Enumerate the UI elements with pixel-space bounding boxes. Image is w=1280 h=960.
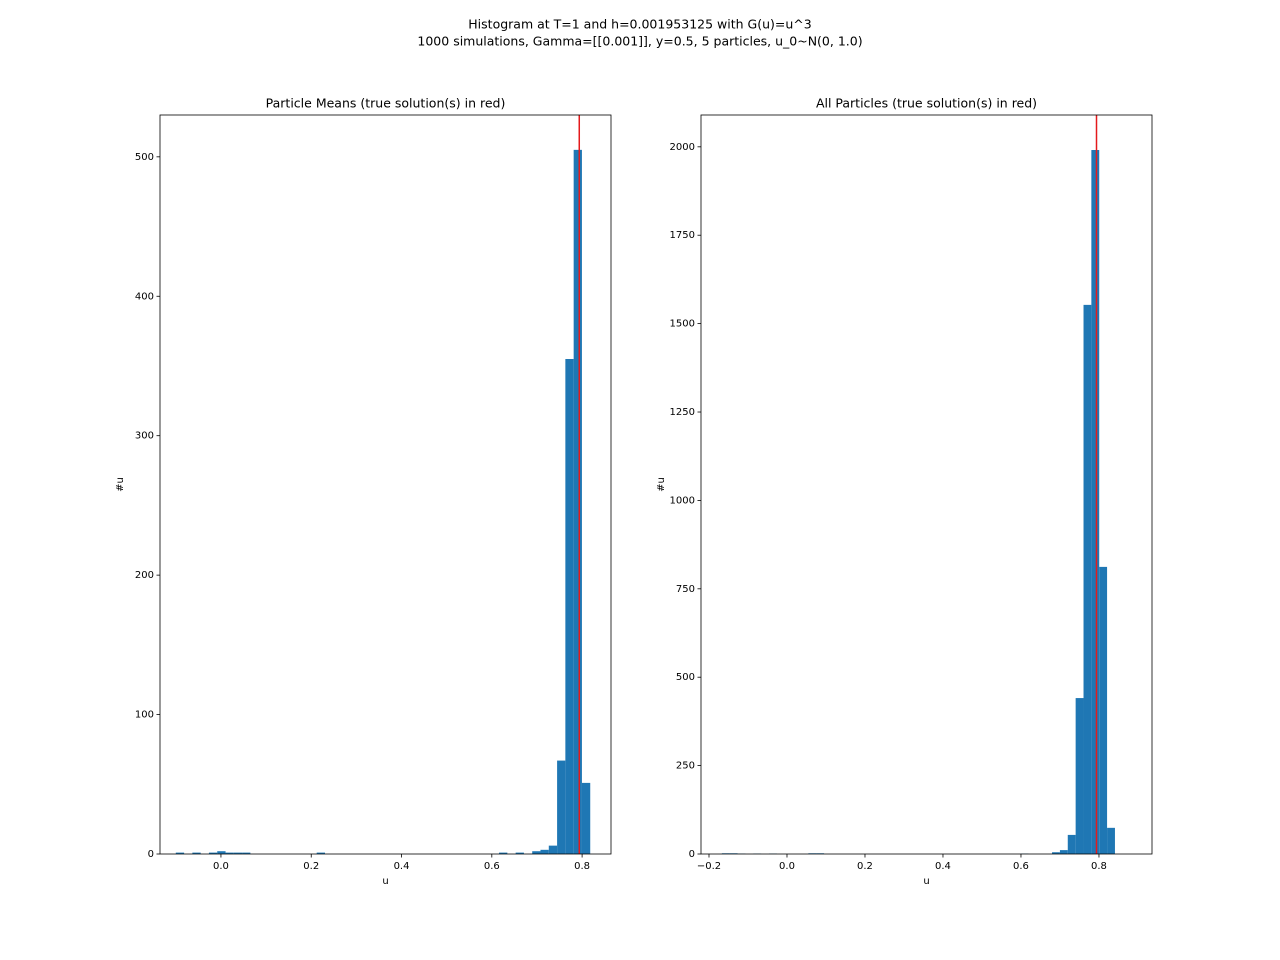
bar: [548, 845, 558, 854]
y-tick-label: 400: [135, 291, 154, 302]
y-tick-label: 500: [135, 152, 154, 163]
bar: [532, 851, 541, 854]
bar: [1099, 566, 1108, 854]
y-tick-label: 1000: [670, 495, 695, 506]
x-tick-label: 0.4: [935, 861, 951, 872]
axes-title: All Particles (true solution(s) in red): [816, 96, 1037, 111]
y-tick-label: 200: [135, 570, 154, 581]
x-tick-label: 0.2: [857, 861, 873, 872]
bar: [1091, 150, 1100, 855]
y-axis-label: #u: [656, 477, 667, 492]
x-tick-label: 0.2: [303, 861, 319, 872]
y-axis-label: #u: [115, 477, 126, 492]
bar: [225, 852, 234, 854]
x-tick-label: 0.0: [213, 861, 229, 872]
x-tick-label: 0.0: [779, 861, 795, 872]
axes-frame: [159, 114, 612, 855]
bar: [316, 852, 326, 854]
bar: [557, 760, 566, 854]
bar: [499, 852, 508, 854]
bar: [573, 149, 582, 854]
figure-subtitle: 1000 simulations, Gamma=[[0.001]], y=0.5…: [417, 34, 862, 49]
y-tick-label: 500: [676, 672, 695, 683]
axes-title: Particle Means (true solution(s) in red): [266, 96, 506, 111]
bar: [565, 359, 574, 854]
bar: [175, 852, 185, 854]
bar: [1059, 850, 1068, 854]
x-tick-label: −0.2: [697, 861, 721, 872]
y-tick-label: 1750: [670, 230, 695, 241]
y-tick-label: 100: [135, 710, 154, 721]
bar: [233, 852, 243, 854]
bar: [540, 849, 549, 854]
y-tick-label: 250: [676, 761, 695, 772]
bar: [217, 851, 226, 854]
bar: [515, 852, 524, 854]
x-tick-label: 0.6: [484, 861, 500, 872]
x-axis-label: u: [923, 876, 929, 887]
x-tick-label: 0.8: [574, 861, 590, 872]
x-tick-label: 0.4: [394, 861, 410, 872]
bar: [1107, 827, 1115, 854]
bar: [192, 852, 201, 854]
x-tick-label: 0.6: [1013, 861, 1029, 872]
figure-title: Histogram at T=1 and h=0.001953125 with …: [468, 17, 811, 32]
axes-frame: [700, 114, 1153, 855]
y-tick-label: 750: [676, 584, 695, 595]
bar: [1052, 852, 1060, 854]
bar: [1075, 698, 1084, 854]
y-tick-label: 1500: [670, 319, 695, 330]
bar: [208, 852, 218, 854]
y-tick-label: 0: [689, 849, 695, 860]
bar: [242, 852, 251, 854]
bar: [581, 782, 591, 854]
y-tick-label: 300: [135, 431, 154, 442]
x-tick-label: 0.8: [1091, 861, 1107, 872]
y-tick-label: 2000: [670, 142, 695, 153]
y-tick-label: 0: [148, 849, 154, 860]
y-tick-label: 1250: [670, 407, 695, 418]
x-axis-label: u: [382, 876, 388, 887]
bar: [1083, 304, 1092, 854]
bar: [1067, 834, 1076, 854]
